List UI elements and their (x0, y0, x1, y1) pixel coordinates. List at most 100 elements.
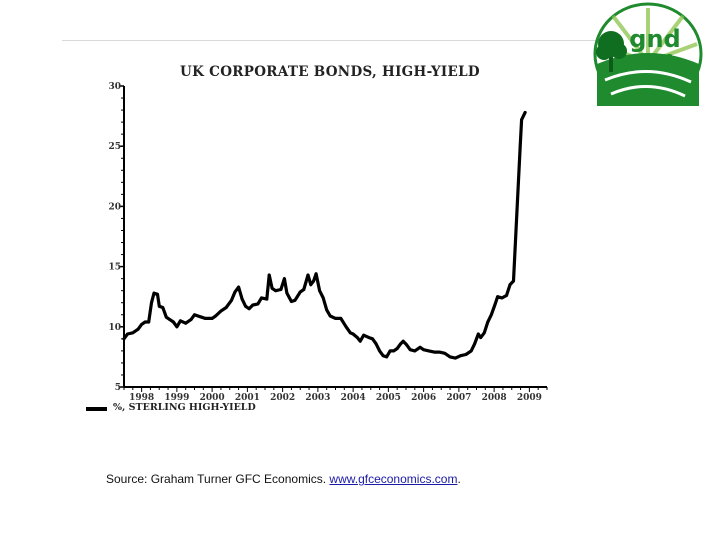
data-point (486, 320, 490, 324)
data-point (122, 337, 126, 341)
data-point (260, 296, 263, 300)
data-point (356, 336, 359, 339)
data-point (339, 317, 343, 320)
data-point (371, 337, 374, 341)
data-point (489, 313, 493, 317)
data-point (193, 313, 196, 317)
data-point (168, 318, 172, 321)
data-point (247, 307, 251, 311)
legend-label: %, STERLING HIGH-YIELD (113, 402, 256, 413)
data-point (150, 301, 153, 305)
x-tick-label: 2007 (446, 393, 471, 403)
data-point (464, 353, 468, 356)
data-point (516, 186, 520, 190)
data-point (283, 277, 286, 280)
data-point (500, 296, 504, 300)
y-tick-label: 10 (108, 323, 121, 333)
data-point (496, 295, 499, 299)
y-tick-label: 20 (108, 202, 121, 212)
data-point (482, 331, 486, 335)
data-point (312, 279, 315, 283)
data-point (523, 111, 527, 114)
data-point (152, 291, 156, 295)
x-tick-label: 2004 (341, 393, 366, 403)
data-point (314, 272, 318, 276)
data-point (321, 296, 325, 300)
data-point (469, 349, 473, 353)
data-point (348, 331, 352, 335)
x-tick-label: 2006 (411, 393, 436, 403)
x-tick-label: 2008 (482, 393, 507, 403)
data-point (244, 304, 248, 308)
source-link[interactable]: www.gfceconomics.com (329, 472, 458, 486)
data-point (267, 273, 271, 277)
data-point (189, 318, 193, 321)
data-point (448, 355, 452, 359)
chart-axes: 5 10 15 20 25 30 1998 1999 2000 2001 2002 2003 2004 2… (108, 82, 548, 403)
logo-subtext: GROUP (637, 53, 674, 62)
x-tick-label: 2000 (200, 393, 225, 403)
chart-series (122, 110, 527, 360)
data-point (143, 320, 147, 324)
data-point (251, 303, 255, 307)
data-point (520, 118, 523, 122)
data-point (334, 317, 337, 320)
data-point (196, 314, 200, 318)
data-point (408, 348, 412, 352)
data-point (210, 317, 214, 320)
source-text: Source: Graham Turner GFC Economics. (106, 472, 330, 486)
data-point (270, 286, 274, 290)
data-point (512, 279, 515, 283)
data-point (237, 285, 241, 289)
data-point (147, 320, 151, 324)
data-point (473, 342, 477, 346)
data-point (302, 288, 306, 291)
data-point (443, 351, 447, 355)
x-tick-label: 2009 (517, 393, 542, 403)
series-line (122, 110, 527, 360)
data-point (240, 297, 244, 301)
x-tick-label: 2002 (270, 393, 295, 403)
x-tick-label: 2003 (305, 393, 330, 403)
data-point (427, 349, 431, 353)
y-tick-label: 25 (108, 142, 121, 152)
data-point (381, 354, 385, 358)
data-point (233, 290, 237, 294)
data-point (418, 345, 422, 349)
data-point (164, 315, 168, 319)
y-tick-label: 5 (115, 383, 121, 393)
data-point (161, 306, 165, 309)
data-point (405, 343, 409, 347)
data-point (136, 327, 140, 331)
data-point (203, 317, 207, 320)
data-point (374, 342, 378, 346)
data-point (514, 229, 518, 232)
data-point (518, 144, 522, 148)
x-tick-label: 1999 (164, 393, 189, 403)
x-tick-label: 1998 (129, 393, 154, 403)
data-point (179, 319, 182, 323)
data-point (459, 354, 462, 358)
data-point (476, 332, 480, 336)
data-point (454, 356, 457, 360)
chart-title: UK CORPORATE BONDS, HIGH-YIELD (180, 64, 480, 80)
data-point (432, 350, 436, 354)
data-point (285, 291, 289, 295)
x-tick-label: 2005 (376, 393, 401, 403)
data-point (395, 347, 399, 350)
data-point (362, 333, 366, 337)
data-point (230, 298, 233, 302)
data-point (131, 331, 135, 335)
data-point (493, 303, 497, 307)
data-point (505, 294, 508, 297)
data-point (325, 308, 329, 312)
data-point (351, 332, 355, 336)
data-point (200, 315, 204, 319)
data-point (219, 309, 223, 313)
data-point (344, 325, 348, 329)
data-point (306, 273, 310, 277)
data-point (392, 349, 396, 353)
data-point (293, 298, 297, 302)
data-point (172, 320, 175, 324)
data-point (298, 290, 302, 294)
